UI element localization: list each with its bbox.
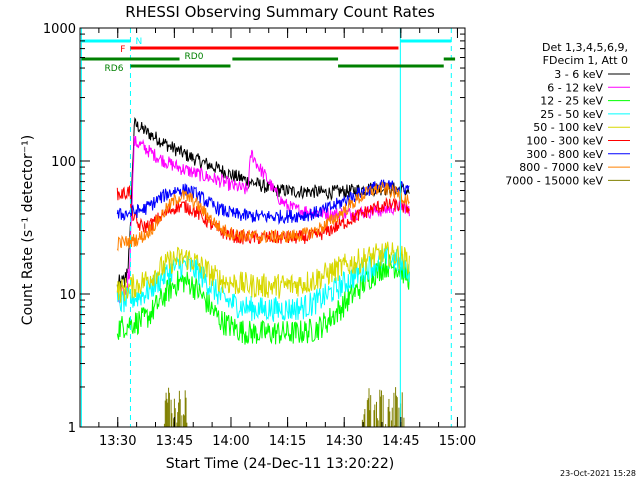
y-tick-label: 10 [59, 288, 76, 303]
axis-layer: 1 10 100 1000 13:30 13:45 14:00 14:15 14:30 14:45… [43, 22, 476, 449]
series-line [116, 179, 410, 226]
series-50-100-kev [116, 241, 410, 303]
series-7000-15000-kev-bursts [163, 387, 405, 427]
x-tick-label: 14:00 [212, 434, 249, 449]
y-tick-label: 100 [51, 155, 76, 170]
x-tick-label: 14:30 [325, 434, 362, 449]
series-line [116, 181, 410, 252]
chart-title: RHESSI Observing Summary Count Rates [125, 3, 435, 21]
legend-entry-label: 25 - 50 keV [540, 108, 603, 121]
plot-frame [79, 27, 466, 428]
series-line [116, 117, 410, 295]
x-tick-label: 13:45 [156, 434, 193, 449]
y-tick-label: 1 [68, 421, 76, 436]
series-3-6-kev [116, 117, 410, 295]
legend-entry-label: 300 - 800 keV [526, 148, 603, 161]
legend-header-line: FDecim 1, Att 0 [543, 54, 628, 67]
legend-entry-label: 800 - 7000 keV [519, 161, 603, 174]
legend-header-line: Det 1,3,4,5,6,9, [542, 41, 628, 54]
series-300-800-kev [116, 179, 410, 226]
legend: Det 1,3,4,5,6,9,FDecim 1, Att 03 - 6 keV… [505, 41, 630, 187]
overlay-layer: NF RD0 RD6 [80, 28, 456, 427]
state-label-rd0: RD0 [185, 52, 204, 62]
series-line [116, 241, 410, 303]
legend-entry-label: 50 - 100 keV [533, 121, 603, 134]
legend-entry-label: 7000 - 15000 keV [505, 174, 603, 187]
legend-entry-label: 100 - 300 keV [526, 135, 603, 148]
x-tick-label: 15:00 [439, 434, 476, 449]
x-tick-label: 14:45 [382, 434, 419, 449]
footer-date: 23-Oct-2021 15:28 [560, 469, 636, 478]
state-label-rd6: RD6 [105, 64, 124, 74]
y-tick-label: 1000 [43, 22, 76, 37]
legend-entry-label: 12 - 25 keV [540, 95, 603, 108]
legend-entry-label: 3 - 6 keV [554, 68, 603, 81]
y-axis-label: Count Rate (s⁻¹ detector⁻¹) [20, 135, 36, 325]
series-800-7000-kev [116, 181, 410, 252]
legend-entry-label: 6 - 12 keV [547, 81, 603, 94]
state-label-flare: F [120, 45, 125, 55]
x-axis-label: Start Time (24-Dec-11 13:20:22) [166, 456, 394, 472]
series-layer [116, 117, 410, 427]
x-tick-label: 13:30 [99, 434, 136, 449]
state-label-top: N [135, 37, 142, 47]
x-tick-label: 14:15 [269, 434, 306, 449]
